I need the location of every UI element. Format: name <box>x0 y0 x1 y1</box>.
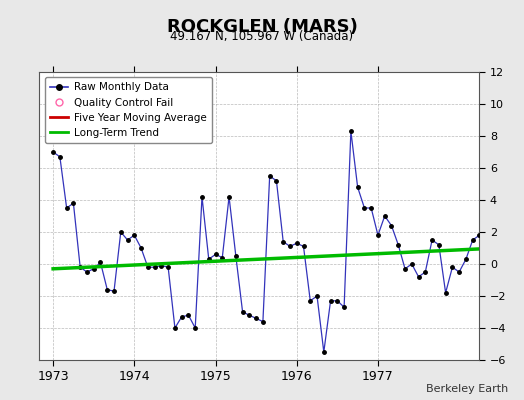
Text: ROCKGLEN (MARS): ROCKGLEN (MARS) <box>167 18 357 36</box>
Legend: Raw Monthly Data, Quality Control Fail, Five Year Moving Average, Long-Term Tren: Raw Monthly Data, Quality Control Fail, … <box>45 77 212 143</box>
Text: 49.167 N, 105.967 W (Canada): 49.167 N, 105.967 W (Canada) <box>170 30 354 43</box>
Text: Berkeley Earth: Berkeley Earth <box>426 384 508 394</box>
